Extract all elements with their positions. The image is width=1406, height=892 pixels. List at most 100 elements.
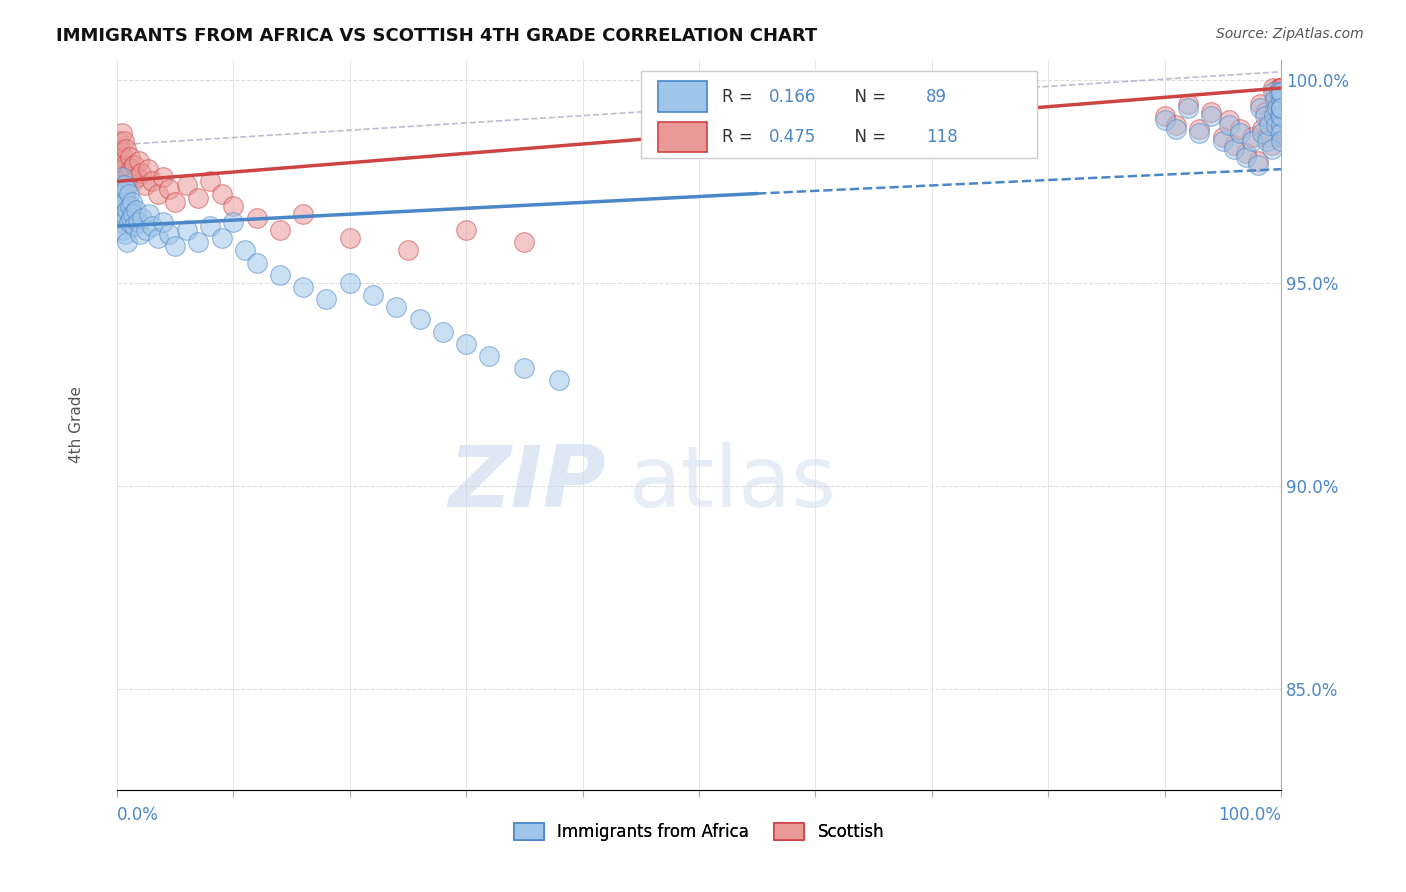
Point: [1270, 89, 1292, 103]
Point: [1270, 105, 1292, 120]
Point: [110, 215, 132, 229]
Point: [1270, 97, 1292, 112]
Point: [396, 244, 419, 258]
Point: [269, 268, 291, 282]
Point: [1166, 118, 1188, 132]
Point: [1212, 134, 1234, 148]
Text: 0.166: 0.166: [769, 87, 815, 106]
Point: [1270, 101, 1292, 115]
Point: [134, 178, 156, 193]
Point: [114, 186, 136, 201]
Point: [1270, 105, 1292, 120]
Point: [1199, 105, 1222, 120]
Point: [1270, 97, 1292, 112]
Point: [1270, 113, 1292, 128]
Point: [1263, 105, 1285, 120]
Point: [1270, 97, 1292, 112]
Point: [115, 211, 138, 225]
Point: [115, 142, 138, 156]
Point: [138, 207, 160, 221]
Point: [269, 223, 291, 237]
Point: [1256, 134, 1278, 148]
Point: [129, 227, 152, 241]
Point: [1270, 81, 1292, 95]
Point: [1270, 113, 1292, 128]
Point: [408, 312, 430, 326]
Point: [187, 235, 209, 250]
Point: [108, 202, 131, 217]
Point: [1270, 113, 1292, 128]
Point: [1212, 129, 1234, 144]
Point: [115, 182, 138, 196]
Point: [1264, 89, 1286, 103]
Point: [292, 280, 315, 294]
Text: 100.0%: 100.0%: [1218, 806, 1281, 824]
Point: [117, 215, 139, 229]
Point: [432, 325, 454, 339]
Point: [548, 373, 571, 387]
Point: [110, 142, 132, 156]
Point: [114, 227, 136, 241]
Point: [1265, 113, 1288, 128]
Point: [1270, 105, 1292, 120]
Point: [118, 150, 141, 164]
Point: [1270, 129, 1292, 144]
Point: [146, 231, 169, 245]
Point: [1153, 113, 1175, 128]
Point: [122, 207, 145, 221]
Point: [1270, 97, 1292, 112]
Point: [112, 162, 135, 177]
Point: [1267, 97, 1289, 112]
Point: [361, 288, 384, 302]
Point: [1247, 154, 1270, 169]
Point: [165, 194, 187, 209]
Point: [1270, 101, 1292, 115]
Text: 89: 89: [927, 87, 946, 106]
Point: [1177, 101, 1199, 115]
Text: atlas: atlas: [628, 442, 837, 524]
Text: 4th Grade: 4th Grade: [69, 386, 83, 464]
Point: [1270, 89, 1292, 103]
Point: [1260, 142, 1282, 156]
Point: [1270, 121, 1292, 136]
Point: [176, 223, 198, 237]
Point: [110, 170, 132, 185]
Point: [111, 191, 134, 205]
Point: [117, 186, 139, 201]
Point: [1223, 137, 1246, 152]
Text: N =: N =: [845, 87, 891, 106]
Point: [1249, 101, 1271, 115]
Point: [1270, 121, 1292, 136]
Point: [198, 219, 221, 233]
Point: [245, 255, 267, 269]
Point: [1270, 105, 1292, 120]
Point: [1270, 97, 1292, 112]
Point: [128, 154, 150, 169]
Point: [1270, 81, 1292, 95]
Point: [117, 235, 139, 250]
Point: [1270, 113, 1292, 128]
Point: [1270, 121, 1292, 136]
Point: [112, 207, 135, 221]
Point: [1270, 105, 1292, 120]
Point: [1253, 105, 1275, 120]
Point: [115, 170, 138, 185]
Point: [385, 300, 408, 314]
Point: [122, 174, 145, 188]
Point: [146, 186, 169, 201]
Point: [1270, 118, 1292, 132]
Point: [1234, 150, 1257, 164]
Point: [1270, 129, 1292, 144]
Point: [1218, 118, 1240, 132]
Point: [124, 219, 146, 233]
Point: [1240, 129, 1263, 144]
Point: [1260, 137, 1282, 152]
Point: [1267, 85, 1289, 99]
Point: [315, 292, 337, 306]
Point: [1270, 121, 1292, 136]
Point: [1270, 81, 1292, 95]
Point: [152, 215, 174, 229]
Text: R =: R =: [723, 87, 758, 106]
Point: [222, 215, 245, 229]
Text: R =: R =: [723, 128, 758, 146]
